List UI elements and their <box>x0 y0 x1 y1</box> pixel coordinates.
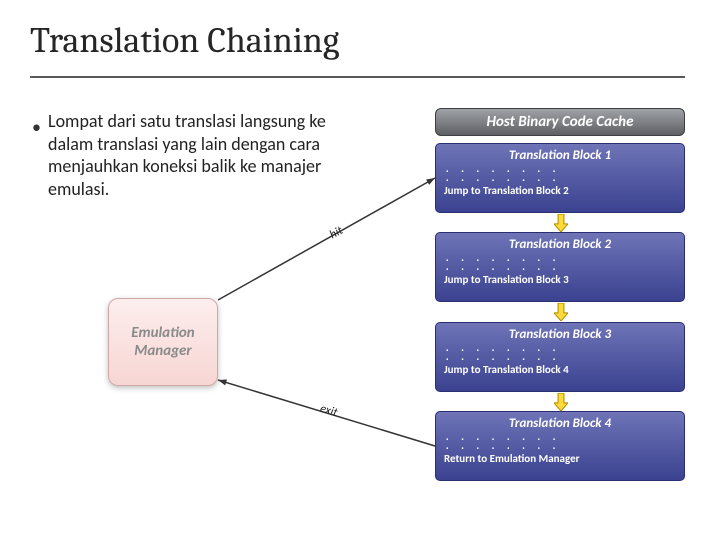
translation-block-body: . . . . . . . . . . . . . . . . <box>444 432 676 451</box>
translation-block-1: Translation Block 1. . . . . . . . . . .… <box>435 143 685 213</box>
translation-block-2: Translation Block 2. . . . . . . . . . .… <box>435 232 685 302</box>
translation-block-jump: Jump to Translation Block 3 <box>444 273 676 286</box>
bullet-marker: • <box>32 116 41 139</box>
hit-label: hit <box>327 224 345 242</box>
translation-block-jump: Jump to Translation Block 4 <box>444 363 676 376</box>
emulation-manager-label: Emulation Manager <box>109 324 217 360</box>
bullet-block: • Lompat dari satu translasi langsung ke… <box>48 110 328 200</box>
translation-block-3: Translation Block 3. . . . . . . . . . .… <box>435 322 685 392</box>
translation-block-title: Translation Block 2 <box>444 237 676 252</box>
translation-block-body: . . . . . . . . . . . . . . . . <box>444 253 676 272</box>
translation-block-title: Translation Block 4 <box>444 416 676 431</box>
host-cache-label: Host Binary Code Cache <box>487 113 634 131</box>
bullet-text: Lompat dari satu translasi langsung ke d… <box>48 110 326 200</box>
exit-label: exit <box>318 402 339 420</box>
host-cache-header: Host Binary Code Cache <box>435 108 685 136</box>
emulation-manager-box: Emulation Manager <box>108 298 218 386</box>
translation-block-jump: Jump to Translation Block 2 <box>444 184 676 197</box>
translation-block-body: . . . . . . . . . . . . . . . . <box>444 164 676 183</box>
translation-block-jump: Return to Emulation Manager <box>444 452 676 465</box>
slide-title-text: Translation Chaining <box>30 20 339 61</box>
chain-arrow-1 <box>554 214 568 232</box>
chain-arrow-3 <box>554 393 568 411</box>
title-underline <box>30 76 685 78</box>
slide-title: Translation Chaining <box>30 20 339 61</box>
translation-block-body: . . . . . . . . . . . . . . . . <box>444 343 676 362</box>
translation-block-title: Translation Block 1 <box>444 148 676 163</box>
translation-block-4: Translation Block 4. . . . . . . . . . .… <box>435 411 685 481</box>
translation-block-title: Translation Block 3 <box>444 327 676 342</box>
chain-arrow-2 <box>554 303 568 321</box>
